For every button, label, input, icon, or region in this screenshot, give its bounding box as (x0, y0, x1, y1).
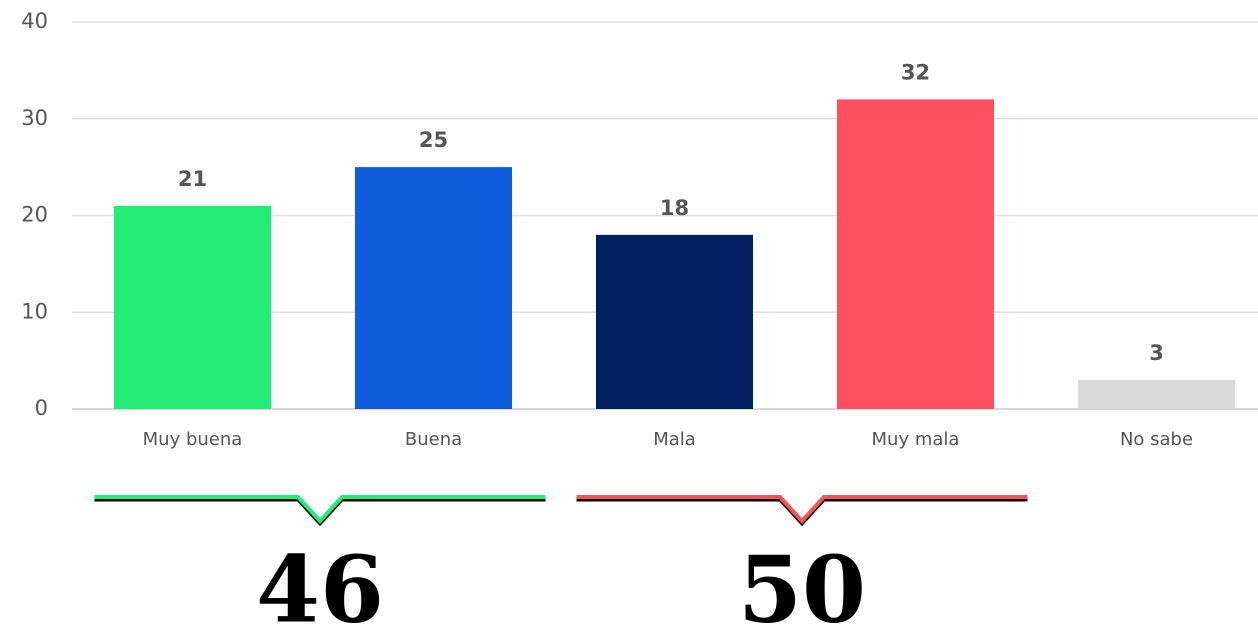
group-total: 46 (256, 536, 384, 644)
bar (837, 99, 994, 410)
bracket (576, 495, 1028, 524)
bar (596, 234, 753, 409)
value-label: 25 (419, 128, 448, 152)
x-tick-label: Buena (405, 429, 462, 450)
bar (355, 167, 512, 409)
bracket-shadow (576, 498, 1028, 527)
group-total: 50 (738, 536, 866, 644)
x-tick-label: Mala (653, 429, 696, 450)
y-tick-label: 40 (21, 9, 48, 33)
x-tick-label: No sabe (1120, 429, 1193, 450)
value-label: 21 (178, 167, 207, 191)
value-label: 18 (660, 196, 689, 220)
bar (1078, 379, 1235, 409)
y-tick-label: 30 (21, 106, 48, 130)
bracket (94, 495, 546, 524)
y-tick-label: 0 (35, 396, 48, 420)
y-tick-label: 20 (21, 203, 48, 227)
x-tick-label: Muy mala (872, 429, 960, 450)
y-tick-label: 10 (21, 299, 48, 323)
value-label: 32 (901, 60, 930, 84)
bar (114, 205, 271, 409)
bracket-shadow (94, 498, 546, 527)
value-label: 3 (1149, 341, 1164, 365)
x-tick-label: Muy buena (143, 429, 243, 450)
